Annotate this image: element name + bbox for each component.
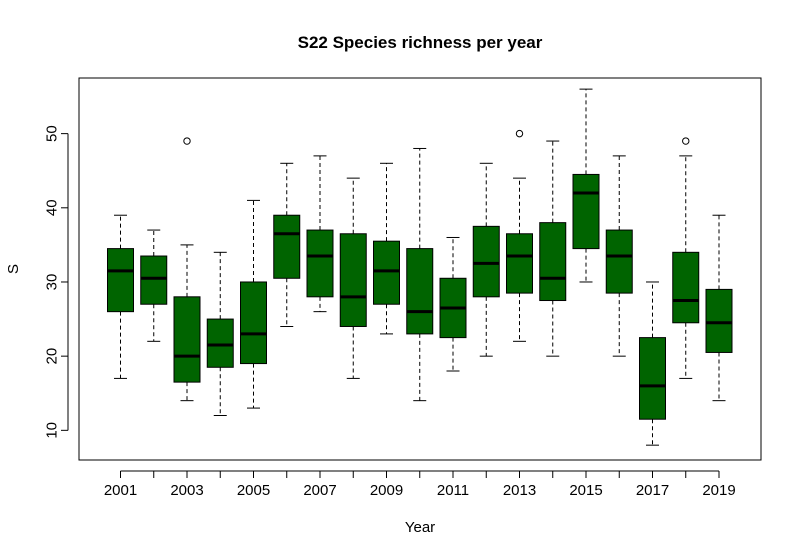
- y-tick-label: 50: [43, 125, 60, 142]
- iqr-box: [506, 233, 533, 294]
- box-2008: [339, 177, 367, 379]
- y-tick-label: 30: [43, 274, 60, 291]
- box-2013: [506, 129, 533, 342]
- outlier-point: [515, 129, 524, 138]
- x-tick-label: 2011: [437, 482, 469, 499]
- x-tick-label: 2005: [237, 482, 270, 499]
- box-2011: [439, 236, 467, 372]
- box-2002: [140, 229, 168, 342]
- iqr-box: [206, 318, 234, 368]
- x-tick-label: 2009: [370, 482, 403, 499]
- x-tick-label: 2007: [303, 482, 336, 499]
- box-2012: [472, 162, 500, 357]
- box-2007: [306, 155, 334, 313]
- box-2010: [406, 147, 434, 402]
- box-2018: [672, 137, 700, 379]
- box-2009: [373, 162, 400, 335]
- box-2001: [107, 214, 134, 379]
- plot-frame: [78, 77, 762, 461]
- x-axis-label: Year: [405, 519, 435, 536]
- box-2019: [705, 214, 733, 402]
- box-2014: [539, 140, 567, 357]
- chart-title: S22 Species richness per year: [298, 33, 543, 52]
- box-2015: [572, 88, 600, 283]
- x-tick-label: 2001: [104, 482, 137, 499]
- box-2017: [639, 281, 666, 446]
- y-tick-label: 10: [43, 422, 60, 439]
- outlier-point: [183, 137, 191, 145]
- iqr-box: [539, 222, 567, 302]
- iqr-box: [572, 173, 600, 250]
- x-tick-label: 2017: [636, 482, 669, 499]
- iqr-box: [306, 229, 334, 298]
- box-2006: [273, 162, 301, 327]
- x-tick-label: 2013: [503, 482, 536, 499]
- outlier-point: [682, 137, 690, 145]
- iqr-box: [406, 248, 434, 335]
- y-tick-label: 20: [43, 348, 60, 365]
- boxes-group: [107, 88, 733, 446]
- y-axis: 10 20 30 40 50: [43, 125, 69, 439]
- box-2016: [605, 155, 633, 357]
- iqr-box: [472, 225, 500, 298]
- iqr-box: [373, 240, 400, 305]
- y-axis-label: S: [5, 264, 22, 274]
- box-2004: [206, 251, 234, 416]
- box-2005: [240, 199, 267, 409]
- iqr-box: [705, 288, 733, 353]
- iqr-box: [240, 281, 267, 365]
- iqr-box: [339, 233, 367, 327]
- box-2003: [173, 137, 201, 402]
- iqr-box: [605, 229, 633, 294]
- iqr-box: [173, 296, 201, 383]
- x-axis: 2001 2003 2005 2007 2009 2011 2013 2015 2017 2019: [104, 470, 736, 499]
- iqr-box: [140, 255, 168, 305]
- iqr-box: [639, 337, 666, 420]
- x-tick-label: 2003: [170, 482, 203, 499]
- y-tick-label: 40: [43, 199, 60, 216]
- x-tick-label: 2015: [569, 482, 602, 499]
- x-tick-label: 2019: [702, 482, 735, 499]
- iqr-box: [107, 248, 134, 313]
- iqr-box: [273, 214, 301, 279]
- iqr-box: [672, 251, 700, 324]
